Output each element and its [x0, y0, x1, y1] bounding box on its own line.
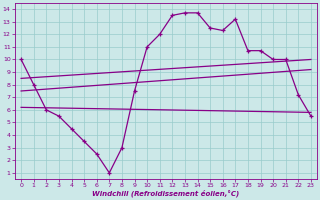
- X-axis label: Windchill (Refroidissement éolien,°C): Windchill (Refroidissement éolien,°C): [92, 190, 240, 197]
